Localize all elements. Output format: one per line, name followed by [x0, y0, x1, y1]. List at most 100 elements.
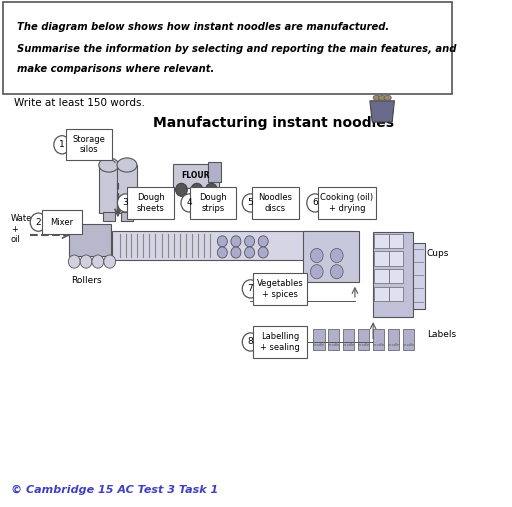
- Bar: [373, 330, 385, 349]
- Circle shape: [117, 194, 134, 212]
- Bar: [343, 330, 354, 349]
- Circle shape: [245, 247, 254, 258]
- Circle shape: [242, 333, 259, 351]
- Bar: [117, 165, 137, 213]
- FancyBboxPatch shape: [127, 187, 174, 219]
- Text: noodle: noodle: [402, 343, 415, 346]
- Bar: [374, 251, 389, 266]
- Circle shape: [205, 183, 217, 196]
- Bar: [69, 224, 111, 256]
- Circle shape: [310, 248, 323, 263]
- Circle shape: [30, 213, 47, 231]
- Circle shape: [258, 236, 268, 247]
- Bar: [402, 330, 414, 349]
- Text: Vegetables
+ spices: Vegetables + spices: [257, 279, 304, 299]
- Text: 6: 6: [312, 198, 318, 207]
- Bar: [208, 162, 221, 182]
- Text: noodle: noodle: [328, 343, 339, 346]
- FancyBboxPatch shape: [253, 327, 307, 357]
- Bar: [99, 165, 119, 213]
- Text: 7: 7: [248, 284, 253, 294]
- Text: noodle: noodle: [357, 343, 370, 346]
- Text: noodle: noodle: [343, 343, 355, 346]
- Text: 5: 5: [248, 198, 253, 207]
- Text: Water
+
oil: Water + oil: [11, 214, 35, 244]
- FancyBboxPatch shape: [253, 273, 307, 305]
- Bar: [374, 234, 389, 248]
- Bar: [389, 251, 403, 266]
- FancyBboxPatch shape: [190, 187, 237, 219]
- Text: Mixer: Mixer: [51, 218, 74, 227]
- Bar: [389, 234, 403, 248]
- Text: noodle: noodle: [373, 343, 385, 346]
- Circle shape: [245, 236, 254, 247]
- FancyBboxPatch shape: [66, 129, 113, 161]
- Circle shape: [191, 183, 203, 196]
- Text: © Cambridge 15 AC Test 3 Task 1: © Cambridge 15 AC Test 3 Task 1: [11, 485, 218, 495]
- Text: Noodles
discs: Noodles discs: [259, 193, 292, 212]
- Circle shape: [181, 194, 197, 212]
- Bar: [389, 269, 403, 283]
- Ellipse shape: [373, 95, 380, 100]
- Circle shape: [258, 247, 268, 258]
- Polygon shape: [370, 101, 394, 122]
- Text: 3: 3: [123, 198, 129, 207]
- Circle shape: [176, 183, 187, 196]
- Circle shape: [217, 236, 227, 247]
- Circle shape: [242, 194, 259, 212]
- Text: Dough
strips: Dough strips: [199, 193, 227, 212]
- Circle shape: [330, 248, 343, 263]
- Circle shape: [231, 236, 241, 247]
- Text: Cooking (oil)
+ drying: Cooking (oil) + drying: [320, 193, 373, 212]
- Circle shape: [69, 255, 80, 268]
- Text: Rollers: Rollers: [71, 276, 101, 285]
- Text: make comparisons where relevant.: make comparisons where relevant.: [16, 64, 214, 74]
- Text: 1: 1: [59, 140, 65, 149]
- Text: noodle: noodle: [312, 343, 325, 346]
- Text: Write at least 150 words.: Write at least 150 words.: [14, 98, 145, 108]
- Bar: [389, 287, 403, 301]
- Circle shape: [307, 194, 323, 212]
- Text: Manufacturing instant noodles: Manufacturing instant noodles: [153, 116, 394, 130]
- Circle shape: [80, 255, 92, 268]
- Ellipse shape: [117, 158, 137, 172]
- Bar: [373, 232, 413, 317]
- Bar: [374, 269, 389, 283]
- Text: Storage
silos: Storage silos: [73, 135, 105, 155]
- Ellipse shape: [378, 95, 386, 100]
- Circle shape: [330, 265, 343, 279]
- Bar: [103, 211, 115, 221]
- Circle shape: [217, 247, 227, 258]
- Bar: [413, 243, 425, 309]
- Circle shape: [242, 280, 259, 298]
- Circle shape: [92, 255, 104, 268]
- Text: 4: 4: [186, 198, 192, 207]
- Bar: [173, 163, 219, 188]
- Bar: [313, 330, 325, 349]
- Text: Labels: Labels: [426, 330, 456, 339]
- FancyBboxPatch shape: [252, 187, 298, 219]
- FancyBboxPatch shape: [41, 210, 82, 234]
- Text: Labelling
+ sealing: Labelling + sealing: [260, 332, 300, 352]
- Text: 8: 8: [248, 338, 253, 346]
- Bar: [374, 287, 389, 301]
- Bar: [328, 330, 339, 349]
- FancyBboxPatch shape: [317, 187, 376, 219]
- Circle shape: [231, 247, 241, 258]
- Text: 2: 2: [35, 218, 41, 227]
- Circle shape: [104, 255, 116, 268]
- Text: The diagram below shows how instant noodles are manufactured.: The diagram below shows how instant nood…: [16, 22, 389, 32]
- Text: Dough
sheets: Dough sheets: [137, 193, 164, 212]
- Bar: [121, 211, 133, 221]
- Bar: [303, 231, 359, 282]
- Ellipse shape: [99, 158, 119, 172]
- Text: Summarise the information by selecting and reporting the main features, and: Summarise the information by selecting a…: [16, 44, 456, 54]
- Text: FLOUR: FLOUR: [182, 171, 210, 180]
- Ellipse shape: [384, 95, 391, 100]
- Bar: [388, 330, 399, 349]
- Text: noodle: noodle: [388, 343, 399, 346]
- Text: Cups: Cups: [426, 249, 449, 258]
- Bar: [112, 231, 353, 260]
- Circle shape: [54, 136, 70, 154]
- Circle shape: [310, 265, 323, 279]
